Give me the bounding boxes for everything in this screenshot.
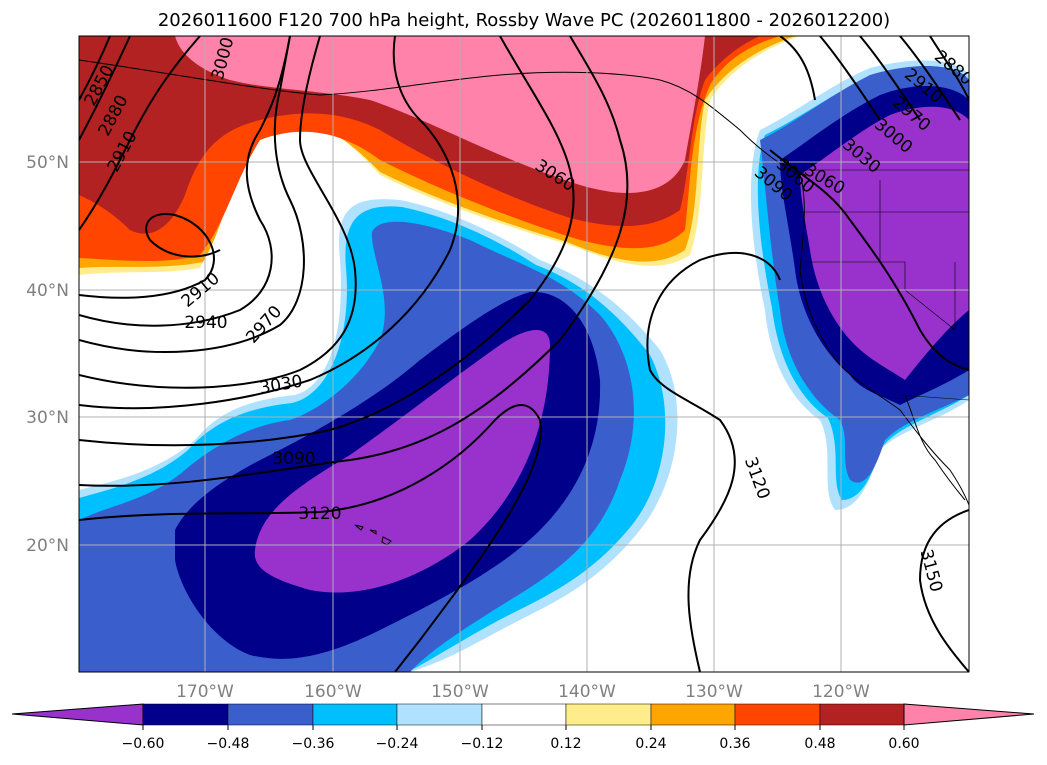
contour-3000 [79,36,357,389]
plot-frame [78,35,970,673]
coastlines [79,59,969,546]
plot-area: 2850 2880 2910 2910 2940 2970 3000 3030 … [79,36,969,672]
border-us-mexico [899,394,969,401]
contour-2910-west [79,36,201,231]
state-borders [800,169,969,401]
lon-label: 140°W [558,682,616,702]
contour-2970 [79,36,305,353]
shade-neg-060 [254,330,550,593]
latitude-labels: 50°N 40°N 30°N 20°N [26,153,69,556]
colorbar-swatch [734,703,821,726]
lat-label: 40°N [26,281,69,301]
lat-label: 20°N [26,536,69,556]
lat-label: 50°N [26,153,69,173]
colorbar-tick-label: 0.24 [635,736,666,752]
colorbar-swatch [481,703,567,726]
contour-3090 [79,36,629,487]
alaska-coastline [79,59,801,176]
lon-label: 150°W [431,682,489,702]
contour-2910-ring [79,213,221,299]
contour-3060 [79,36,575,447]
contour-3030 [79,36,459,410]
longitude-labels: 170°W 160°W 150°W 140°W 130°W 120°W [176,682,870,702]
contour-2880 [79,36,131,141]
contour-northeast-5 [929,36,969,101]
colorbar-tick-label: −0.60 [122,736,165,752]
colorbar-swatch [142,703,229,726]
west-coast-coastline [799,174,969,506]
colorbar-swatch [312,703,398,726]
contour-northeast-4 [899,36,961,121]
lon-label: 130°W [685,682,743,702]
lon-label: 160°W [304,682,362,702]
map-title: 2026011600 F120 700 hPa height, Rossby W… [158,10,890,31]
contour-label: 2940 [184,313,227,333]
lon-label: 170°W [176,682,234,702]
colorbar-swatch [227,703,314,726]
colorbar-swatch [650,703,736,726]
contour-3120-main [79,404,542,672]
colorbar-tick-label: −0.36 [292,736,335,752]
contour-label: 3120 [298,504,341,524]
contour-label: 3090 [272,449,315,469]
baja-coastline [904,394,966,501]
lat-label: 30°N [26,408,69,428]
colorbar: −0.60 −0.48 −0.36 −0.24 −0.12 0.12 0.24 … [11,703,1035,752]
negative-anomaly-central-pacific [79,199,678,672]
colorbar-swatch [565,703,652,726]
colorbar-tick-label: −0.24 [376,736,419,752]
contour-2940 [79,36,291,327]
colorbar-tick-label: 0.48 [804,736,835,752]
lon-label: 120°W [812,682,870,702]
contour-2850 [79,36,111,101]
contour-3120-east [646,252,781,672]
colorbar-swatch [819,703,905,726]
positive-anomaly-north-pacific [79,36,800,275]
colorbar-tick-label: 0.36 [719,736,750,752]
colorbar-arrow-high [903,703,1035,726]
colorbar-tick-label: 0.12 [550,736,581,752]
colorbar-tick-label: −0.48 [207,736,250,752]
height-contours [79,36,969,672]
shade-coast-060 [800,106,969,381]
contour-3150 [918,509,969,672]
contour-west-coast [769,149,969,371]
colorbar-tick-label: −0.12 [461,736,504,752]
shade-pos-060 [175,36,705,193]
colorbar-ticks [142,725,905,730]
gridlines [79,36,969,672]
colorbar-swatch [396,703,483,726]
colorbar-arrow-low [11,703,144,726]
contour-northeast-2 [819,36,881,121]
contour-northeast-3 [859,36,921,121]
colorbar-tick-label: 0.60 [888,736,919,752]
colorbar-tick-labels: −0.60 −0.48 −0.36 −0.24 −0.12 0.12 0.24 … [122,736,920,752]
contour-northeast-1 [779,36,816,101]
